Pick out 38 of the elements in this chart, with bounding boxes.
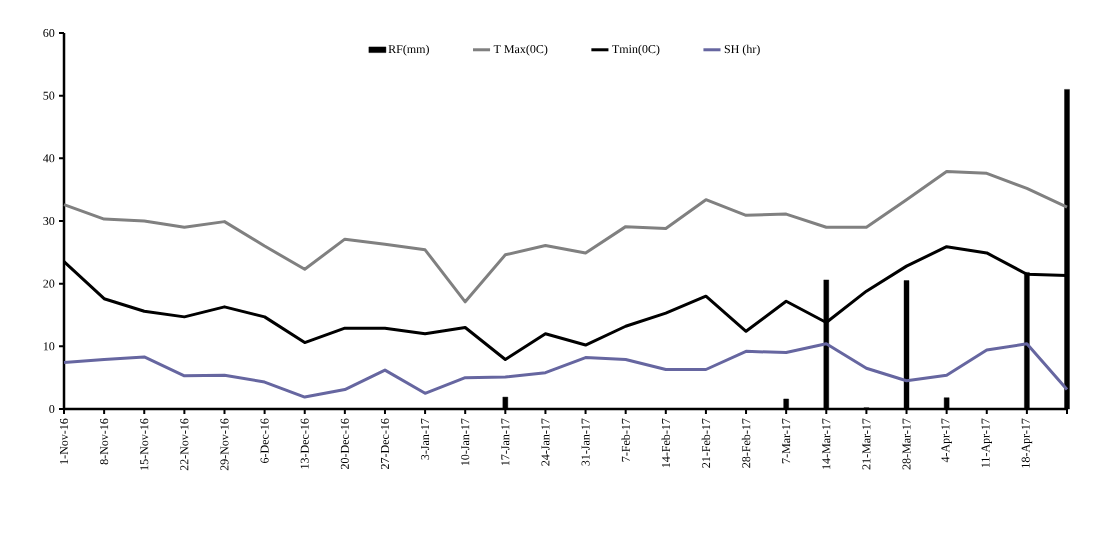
x-tick-label: 17-Jan-17	[501, 418, 510, 466]
x-tick-label: 18-Apr-17	[1021, 418, 1033, 468]
x-tick-label: 6-Dec-16	[260, 418, 269, 463]
y-tick-label: 60	[43, 28, 55, 38]
x-tick-label: 7-Mar-17	[782, 418, 791, 464]
x-tick-label: 31-Jan-17	[581, 418, 590, 466]
line-series	[62, 169, 1069, 304]
y-tick-label: 30	[43, 216, 55, 226]
y-tick-label: 20	[43, 279, 55, 288]
x-tick-label: 1-Nov-16	[59, 418, 69, 464]
x-tick-label: 27-Dec-16	[380, 418, 389, 469]
x-tick-label: 4-Apr-17	[941, 418, 952, 463]
x-tick-label: 20-Dec-16	[340, 418, 349, 469]
legend-label: RF(mm)	[388, 44, 429, 56]
x-tick-label: 21-Feb-17	[701, 418, 711, 468]
x-tick-label: 7-Feb-17	[621, 418, 630, 462]
y-tick-label: 0	[49, 404, 55, 414]
x-tick-label: 8-Nov-16	[100, 418, 109, 465]
y-tick-label: 40	[43, 154, 55, 163]
legend-label: Tmin(0C)	[612, 44, 660, 56]
x-tick-label: 15-Nov-16	[140, 418, 149, 470]
legend-label: T Max(0C)	[493, 44, 548, 56]
x-tick-label: 13-Dec-16	[300, 418, 309, 469]
x-tick-label: 29-Nov-16	[220, 418, 229, 471]
x-tick-label: 11-Apr-17	[981, 418, 992, 468]
x-tick-label: 21-Mar-17	[862, 418, 871, 470]
x-tick-label: 10-Jan-17	[461, 418, 470, 466]
x-tick-label: 3-Jan-17	[421, 418, 430, 460]
x-tick-label: 22-Nov-16	[180, 418, 189, 471]
x-tick-label: 28-Mar-17	[902, 418, 911, 470]
x-tick-label: 28-Feb-17	[741, 418, 751, 468]
y-tick-label: 10	[43, 342, 55, 351]
x-tick-label: 24-Jan-17	[541, 418, 550, 466]
legend-label: SH (hr)	[724, 44, 760, 56]
x-tick-label: 14-Feb-17	[661, 418, 671, 468]
x-tick-label: 14-Mar-17	[822, 418, 831, 469]
y-tick-label: 50	[43, 91, 55, 100]
line-series	[62, 342, 1069, 399]
